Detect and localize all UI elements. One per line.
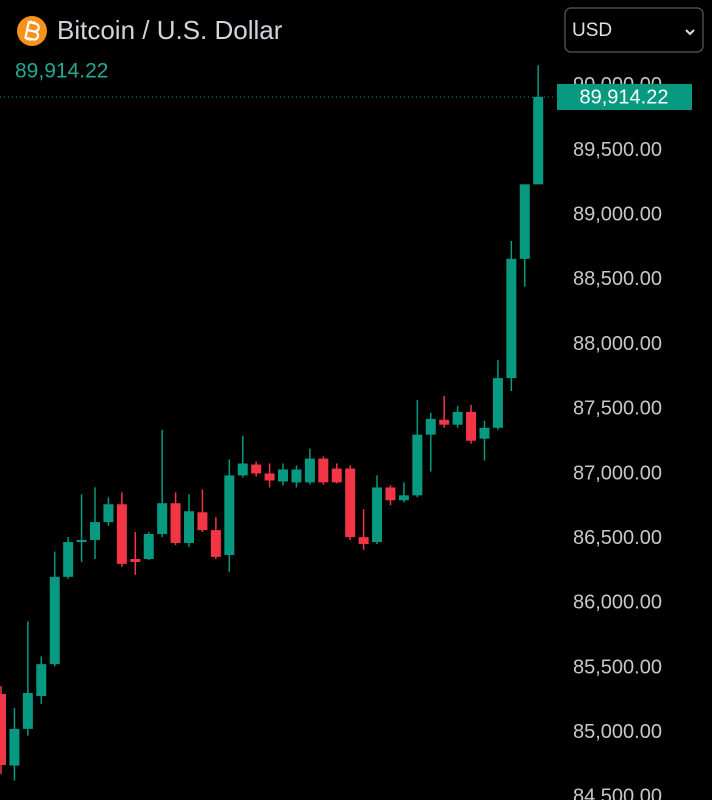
candle-body xyxy=(425,418,436,435)
candle-body xyxy=(398,495,409,501)
chart-title: Bitcoin / U.S. Dollar xyxy=(57,15,283,45)
candle-body xyxy=(184,511,195,543)
y-tick-label: 89,500.00 xyxy=(573,139,662,161)
candle-body xyxy=(466,411,477,441)
candle-body xyxy=(130,558,141,562)
candle-body xyxy=(533,96,544,185)
y-tick-label: 85,500.00 xyxy=(573,656,662,678)
y-tick-label: 84,500.00 xyxy=(573,786,662,800)
candle-body xyxy=(143,534,154,559)
candle-body xyxy=(439,419,450,425)
candle-body xyxy=(318,458,329,483)
candle-body xyxy=(197,512,208,531)
candle-body xyxy=(76,539,87,543)
last-price-box xyxy=(557,83,692,110)
y-tick-label: 88,500.00 xyxy=(573,268,662,290)
candle-body xyxy=(9,728,20,766)
candle-body xyxy=(385,487,396,501)
candle-body xyxy=(358,537,369,544)
candle-body xyxy=(103,504,114,523)
y-tick-label: 86,500.00 xyxy=(573,527,662,549)
candle-body xyxy=(237,463,248,476)
candle-body xyxy=(157,503,168,535)
candle-body xyxy=(331,468,342,483)
candle-body xyxy=(452,411,463,425)
candle-body xyxy=(49,576,60,665)
candle-body xyxy=(372,487,383,543)
y-tick-label: 86,000.00 xyxy=(573,592,662,614)
y-tick-label: 88,000.00 xyxy=(573,333,662,355)
candle-body xyxy=(224,475,235,555)
candle-body xyxy=(63,542,74,577)
candle-body xyxy=(492,378,503,428)
candle-body xyxy=(479,427,490,439)
candle-body xyxy=(291,469,302,483)
bitcoin-icon xyxy=(17,16,47,46)
candle-body xyxy=(345,468,356,538)
y-tick-label: 87,500.00 xyxy=(573,398,662,420)
candle-body xyxy=(22,693,33,729)
currency-select[interactable]: USD xyxy=(564,7,704,53)
currency-label: USD xyxy=(572,20,612,41)
candle-body xyxy=(90,522,101,540)
price-axis: 84,500.00 85,000.00 85,500.00 86,000.00 86,5… xyxy=(555,74,662,800)
candle-body xyxy=(36,664,47,696)
y-tick-label: 89,000.00 xyxy=(573,204,662,226)
candle-body xyxy=(251,464,262,474)
last-price-tag: 89,914.22 xyxy=(580,86,669,108)
candle-body xyxy=(170,503,181,543)
candle-body xyxy=(264,473,275,481)
last-price: 89,914.22 xyxy=(15,60,108,83)
y-tick-label: 87,000.00 xyxy=(573,462,662,484)
candle-body xyxy=(519,184,530,259)
candle-body xyxy=(304,458,315,483)
candle-body xyxy=(210,530,221,557)
candle-body xyxy=(412,434,423,496)
candle-body xyxy=(506,258,517,379)
candles xyxy=(0,65,544,781)
candle-body xyxy=(0,693,6,766)
candle-body xyxy=(278,469,289,482)
y-tick-label: 85,000.00 xyxy=(573,721,662,743)
candle-body xyxy=(116,504,127,564)
